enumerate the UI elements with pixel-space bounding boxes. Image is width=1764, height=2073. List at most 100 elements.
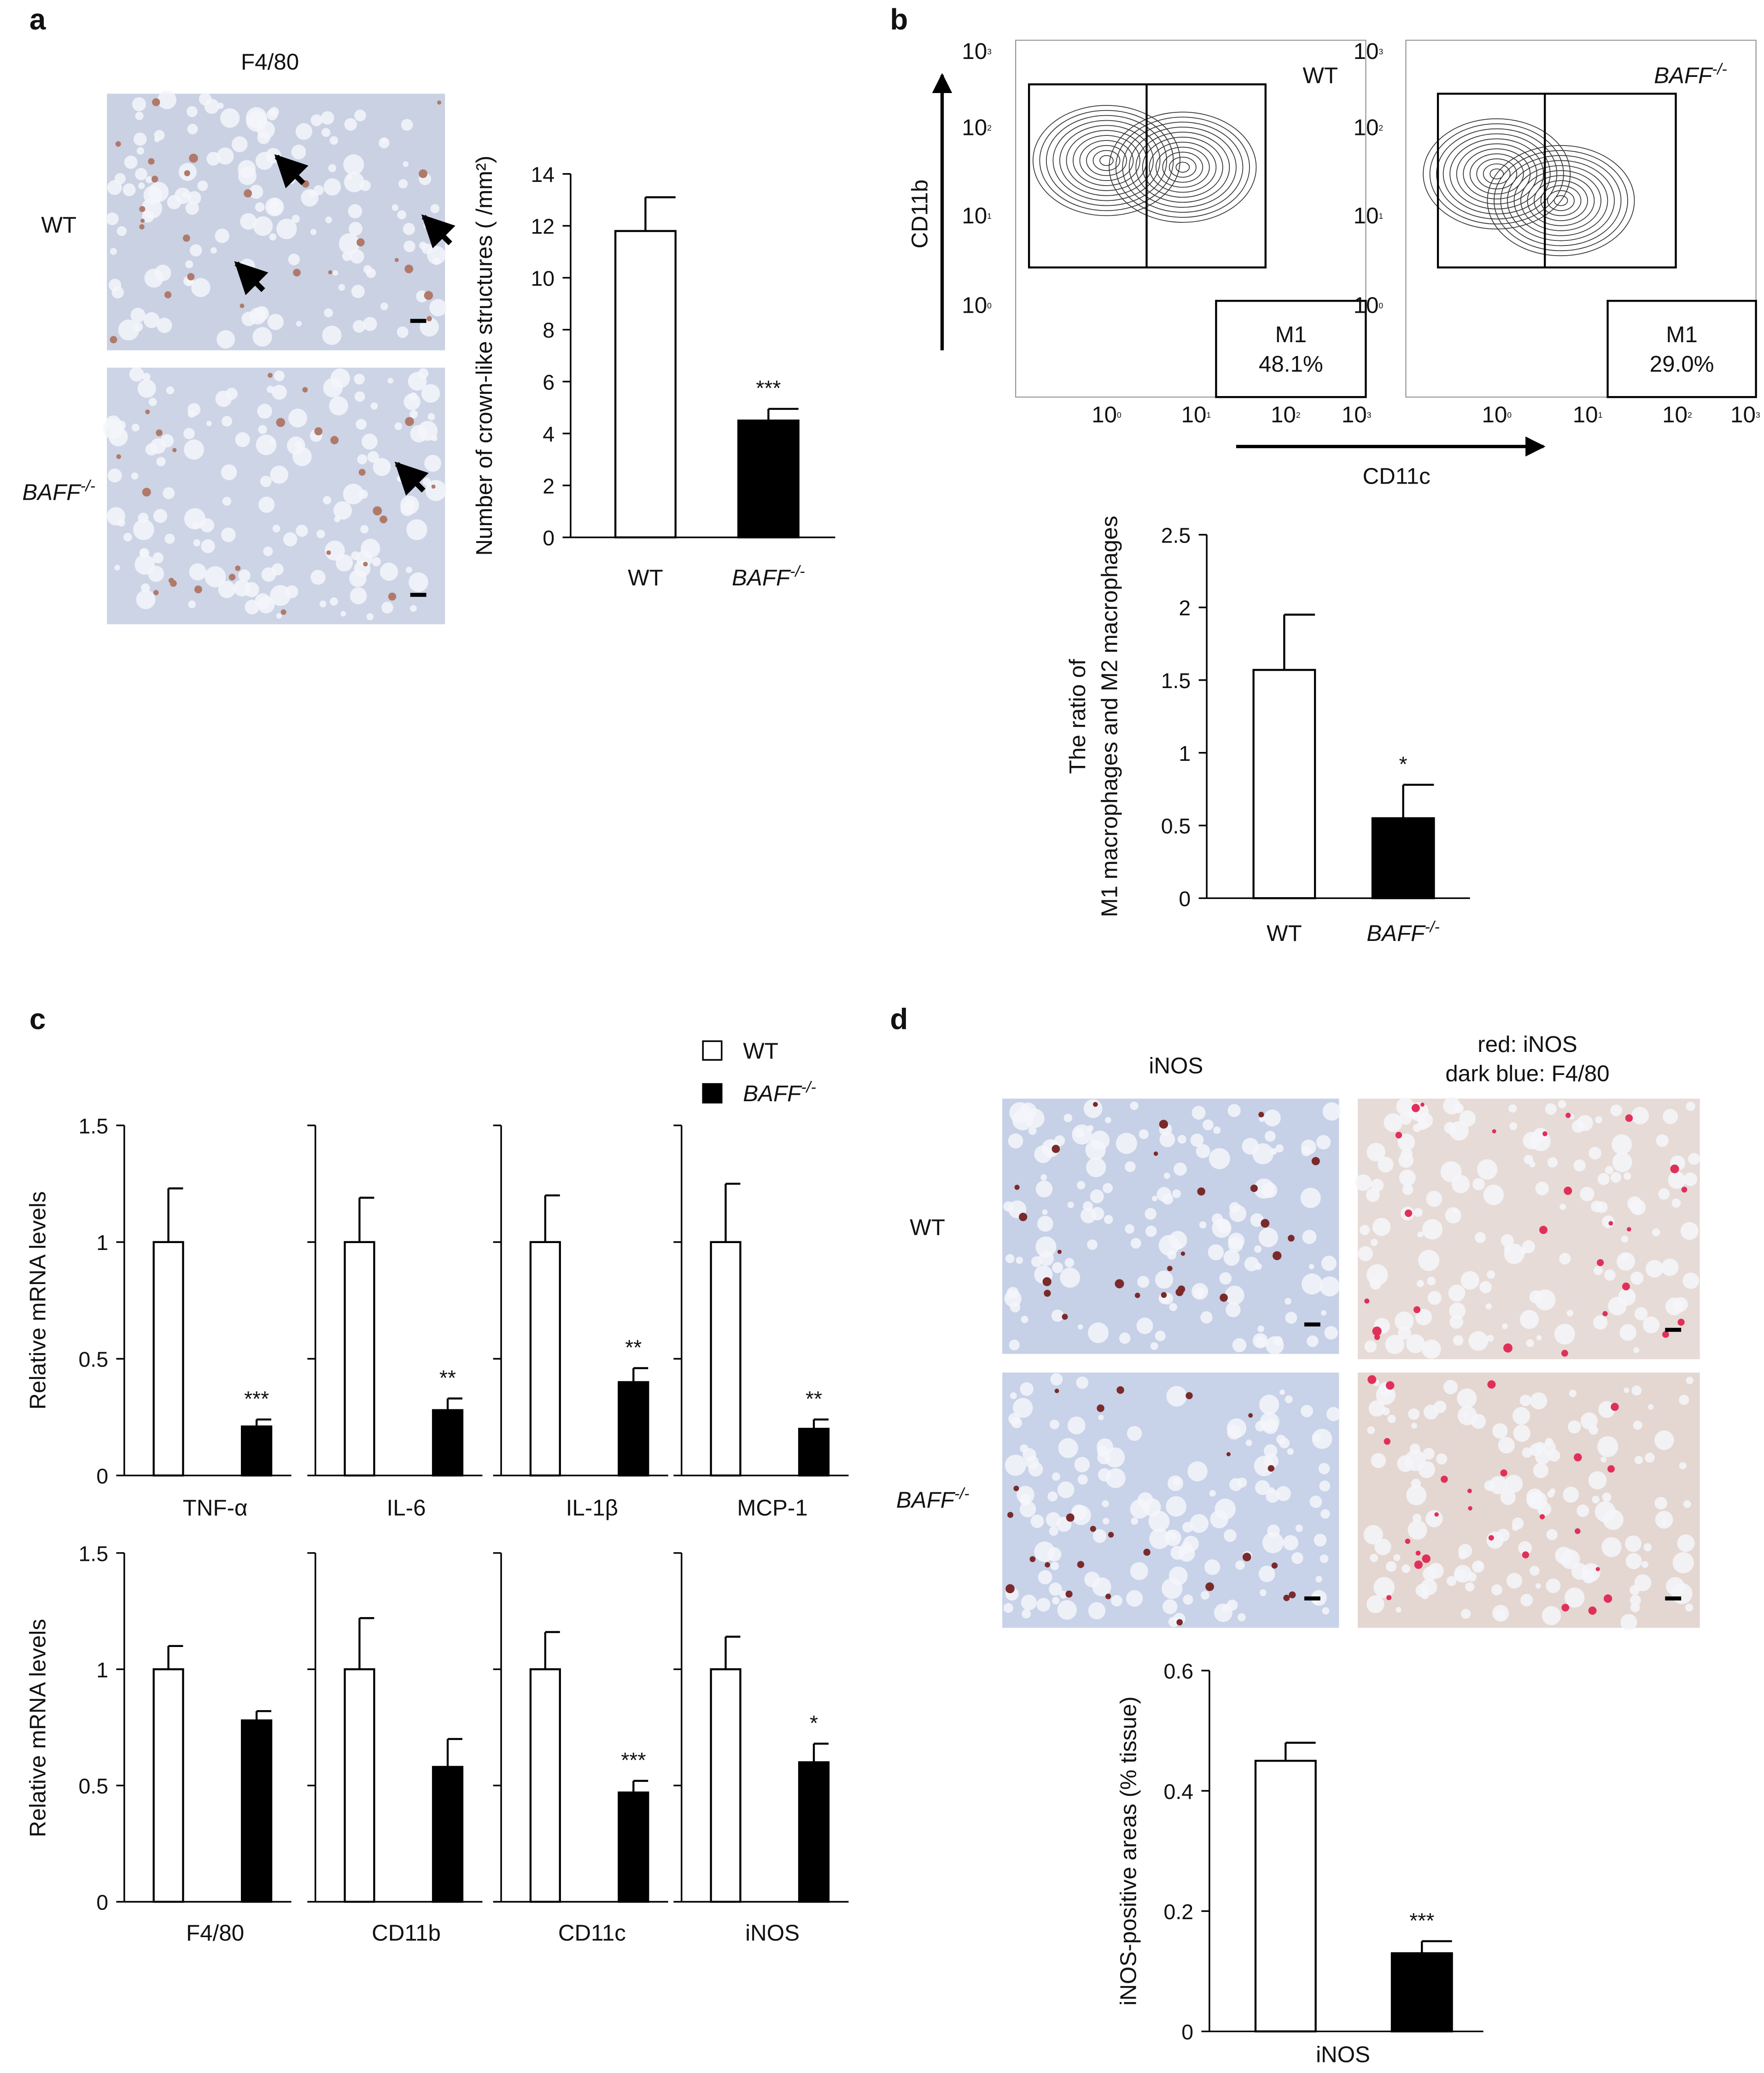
stain <box>1013 1485 1019 1491</box>
tick-exponent: 0 <box>987 301 992 310</box>
vacuole <box>1003 1201 1014 1212</box>
vacuole <box>1645 1260 1664 1278</box>
vacuole <box>197 180 208 191</box>
vacuole <box>142 373 151 381</box>
column-label: red: iNOS <box>1478 1032 1577 1057</box>
vacuole <box>1547 1157 1558 1168</box>
arrow <box>394 461 429 496</box>
vacuole <box>199 93 212 105</box>
vacuole <box>1668 1171 1686 1189</box>
vacuole <box>1264 1444 1278 1458</box>
vacuole <box>132 97 146 111</box>
tick-exponent: 1 <box>1206 410 1211 420</box>
vacuole <box>1164 1530 1181 1547</box>
stain <box>1625 1114 1633 1122</box>
vacuole <box>1505 1475 1523 1493</box>
vacuole <box>1567 1420 1581 1434</box>
vacuole <box>215 228 229 243</box>
vacuole <box>1677 1534 1695 1552</box>
vacuole <box>1131 1518 1138 1525</box>
vacuole <box>1098 1468 1111 1482</box>
tick-base: 10 <box>1482 402 1507 427</box>
tick-exponent: 3 <box>1367 410 1372 420</box>
vacuole <box>1501 1234 1514 1247</box>
stain <box>1385 1381 1395 1390</box>
vacuole <box>1283 1535 1298 1551</box>
superscript: -/- <box>80 478 95 495</box>
vacuole <box>187 123 198 134</box>
vacuole <box>260 475 272 487</box>
y-tick-label: 10 <box>531 266 555 290</box>
vacuole <box>185 201 199 215</box>
vacuole <box>1021 1315 1028 1323</box>
vacuole <box>334 516 340 523</box>
vacuole <box>1204 1559 1221 1575</box>
vacuole <box>206 420 212 426</box>
vacuole <box>1577 1504 1589 1517</box>
vacuole <box>427 413 435 420</box>
arrow <box>234 261 269 295</box>
stain <box>1503 1343 1513 1353</box>
vacuole <box>189 563 206 581</box>
vacuole <box>1593 1315 1608 1330</box>
gate-name: M1 <box>1275 322 1307 347</box>
vacuole <box>1316 1135 1331 1150</box>
contour <box>1046 115 1167 206</box>
vacuole <box>1321 1310 1326 1316</box>
stain <box>437 100 442 105</box>
contour <box>1494 150 1628 251</box>
vacuole <box>124 155 138 169</box>
vacuole <box>221 464 237 480</box>
vacuole <box>296 525 308 537</box>
stain <box>394 258 399 262</box>
stain <box>153 590 159 596</box>
vacuole <box>360 525 369 534</box>
stain <box>1242 1553 1251 1562</box>
vacuole <box>1307 1335 1319 1347</box>
vacuole <box>348 204 362 219</box>
vacuole <box>235 432 250 447</box>
vacuole <box>1465 1582 1475 1592</box>
vacuole <box>366 613 374 620</box>
vacuole <box>1411 1423 1417 1429</box>
vacuole <box>1530 1565 1540 1576</box>
vacuole <box>1314 1534 1327 1547</box>
vacuole <box>1402 1564 1411 1573</box>
vacuole <box>394 422 403 430</box>
vacuole <box>1656 1134 1669 1147</box>
vacuole <box>1009 1339 1020 1350</box>
y-tick-label: 1 <box>96 1658 108 1682</box>
vacuole <box>1223 1529 1237 1542</box>
vacuole <box>1376 1385 1396 1405</box>
vacuole <box>310 228 317 235</box>
vacuole <box>146 176 153 183</box>
vacuole <box>325 216 332 223</box>
tick-base: 10 <box>962 203 987 228</box>
vacuole <box>1300 1187 1321 1208</box>
vacuole <box>1477 1561 1484 1568</box>
y-axis-label: The ratio of <box>1065 659 1090 774</box>
vacuole <box>1173 1477 1181 1486</box>
y-tick-label: 1.5 <box>1161 669 1191 693</box>
vacuole <box>164 533 175 544</box>
vacuole <box>1425 1510 1443 1528</box>
y-axis-label: Relative mRNA levels <box>25 1191 51 1409</box>
vacuole <box>1020 1382 1034 1396</box>
vacuole <box>340 611 346 617</box>
vacuole <box>1087 1125 1094 1132</box>
stain <box>330 436 339 444</box>
contour <box>1423 118 1571 230</box>
log-tick-label: 100 <box>962 292 992 318</box>
stain <box>1248 1413 1253 1418</box>
stain <box>1405 1538 1411 1544</box>
vacuole <box>1320 1554 1329 1563</box>
vacuole <box>403 222 415 235</box>
vacuole <box>1643 1543 1652 1552</box>
vacuole <box>1546 1578 1561 1594</box>
vacuole <box>1174 1162 1187 1176</box>
vacuole <box>1098 1414 1104 1420</box>
vacuole <box>351 551 360 561</box>
vacuole <box>1309 1495 1322 1508</box>
contour <box>1162 152 1203 183</box>
vacuole <box>1522 1240 1536 1254</box>
